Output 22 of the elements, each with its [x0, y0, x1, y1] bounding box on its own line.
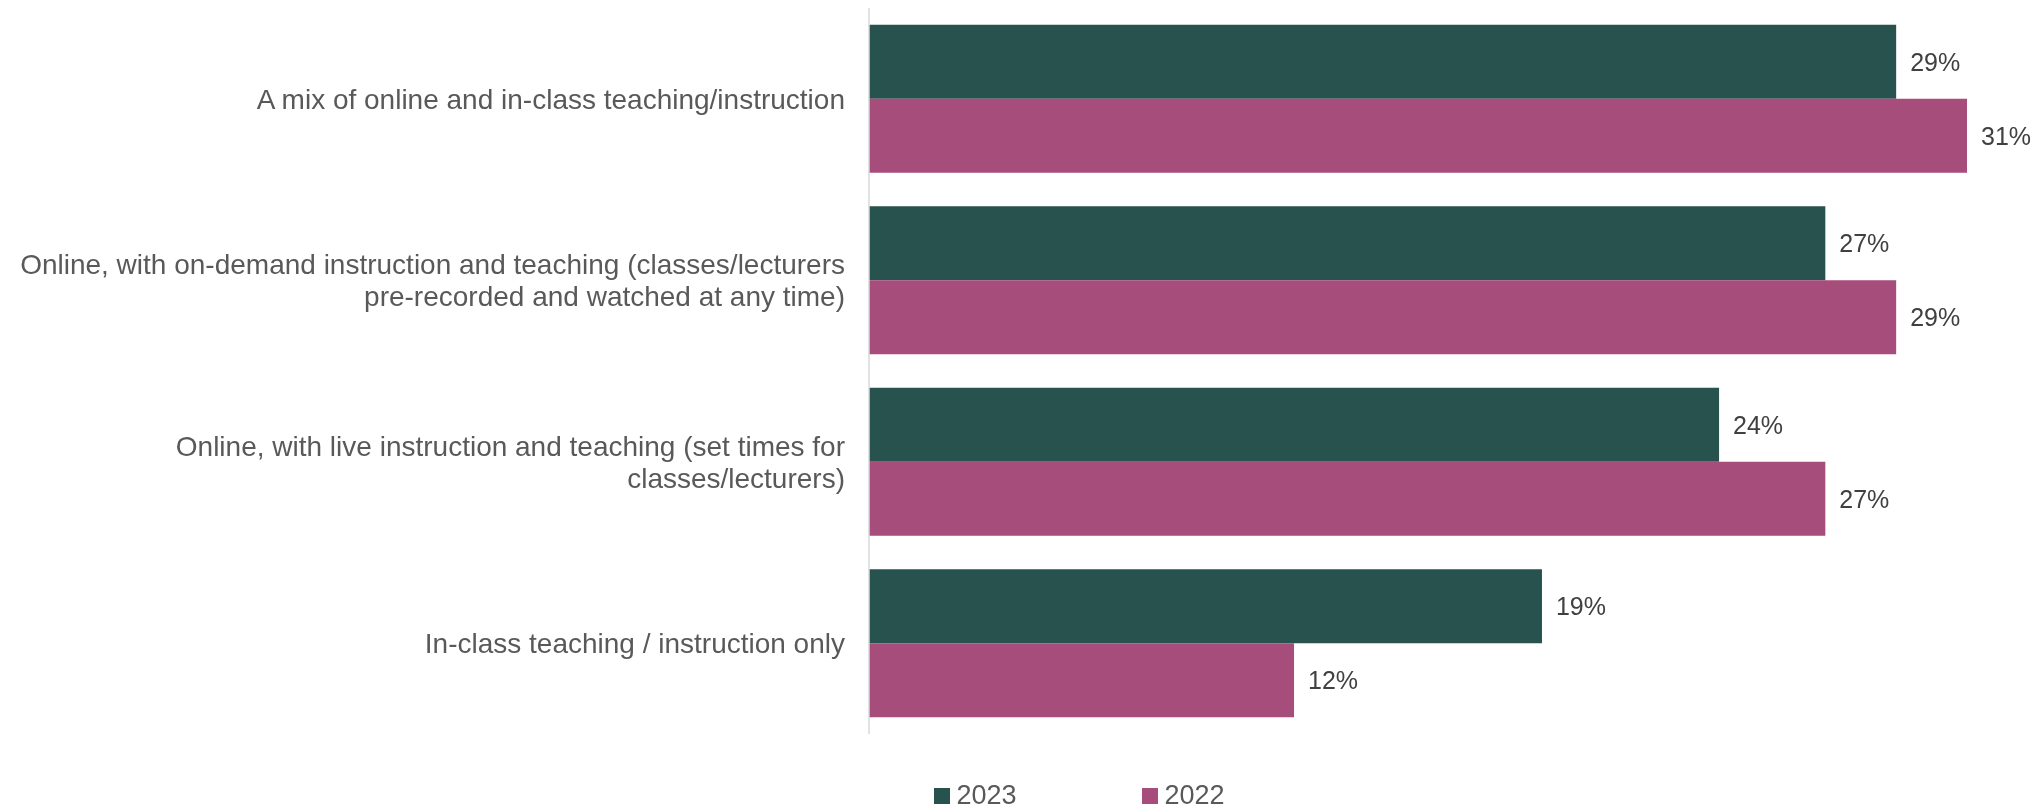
- y-tick-label: A mix of online and in-class teaching/instruction: [256, 83, 845, 115]
- bar: [869, 569, 1542, 644]
- data-label: 29%: [1910, 303, 1961, 332]
- data-label: 31%: [1981, 121, 2032, 150]
- data-label: 24%: [1733, 410, 1784, 439]
- legend-label: 2022: [1164, 780, 1225, 810]
- data-label: 27%: [1839, 484, 1890, 513]
- bar: [869, 280, 1897, 355]
- bar: [869, 387, 1720, 462]
- bar: [869, 461, 1826, 536]
- bar: [869, 206, 1826, 281]
- data-label: 27%: [1839, 229, 1890, 258]
- y-tick-label: Online, with on-demand instruction and teaching (classes/lecturers pre-recorded and watched at any time): [20, 249, 845, 313]
- legend-label: 2023: [956, 780, 1017, 810]
- bar: [869, 643, 1295, 718]
- data-label: 19%: [1555, 592, 1607, 621]
- bar: [869, 24, 1897, 99]
- bar: [869, 98, 1967, 173]
- y-tick-label: In-class teaching / instruction only: [424, 628, 845, 660]
- data-label: 29%: [1910, 47, 1961, 76]
- y-tick-label: Online, with live instruction and teaching (set times for classes/lecturers): [175, 430, 845, 494]
- data-label: 12%: [1308, 666, 1359, 695]
